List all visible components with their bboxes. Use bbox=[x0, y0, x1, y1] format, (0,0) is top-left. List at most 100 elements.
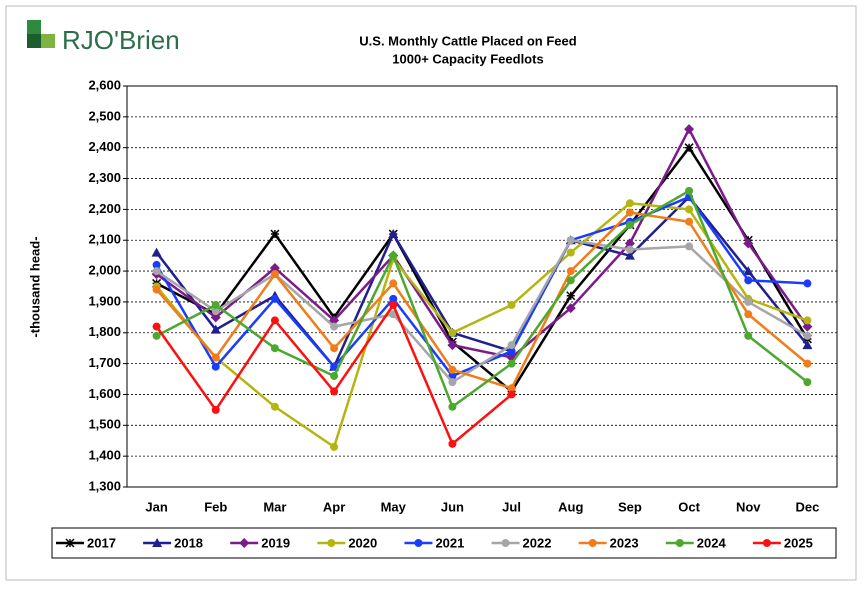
chart-title: U.S. Monthly Cattle Placed on Feed bbox=[359, 33, 576, 48]
marker bbox=[565, 303, 576, 314]
x-tick-label: Jan bbox=[145, 499, 167, 514]
legend-box bbox=[51, 527, 837, 559]
marker bbox=[448, 365, 457, 374]
marker bbox=[270, 344, 279, 353]
marker bbox=[624, 238, 635, 249]
marker bbox=[210, 312, 221, 323]
marker bbox=[803, 316, 812, 325]
legend-marker bbox=[65, 538, 75, 548]
marker bbox=[684, 143, 694, 153]
marker bbox=[625, 208, 634, 217]
marker bbox=[507, 341, 516, 350]
marker bbox=[151, 247, 162, 257]
marker bbox=[330, 387, 339, 396]
series-line bbox=[156, 145, 809, 394]
legend-marker bbox=[414, 539, 423, 547]
marker bbox=[389, 279, 398, 288]
marker bbox=[448, 439, 457, 448]
logo bbox=[27, 20, 55, 48]
marker bbox=[744, 276, 753, 285]
marker bbox=[447, 340, 458, 351]
marker bbox=[152, 331, 161, 340]
marker bbox=[625, 245, 634, 254]
marker bbox=[685, 186, 694, 195]
marker bbox=[269, 262, 280, 273]
marker bbox=[743, 238, 754, 249]
marker bbox=[566, 276, 575, 285]
x-tick-label: May bbox=[381, 499, 407, 514]
legend-marker bbox=[501, 539, 510, 547]
marker bbox=[211, 301, 220, 310]
series-line bbox=[155, 211, 809, 390]
marker bbox=[744, 331, 753, 340]
marker bbox=[152, 322, 161, 331]
marker bbox=[507, 301, 516, 310]
x-tick-label: Oct bbox=[678, 499, 700, 514]
marker bbox=[625, 199, 634, 208]
marker bbox=[803, 279, 812, 288]
series-line bbox=[156, 189, 809, 409]
marker bbox=[330, 362, 339, 371]
marker bbox=[744, 297, 753, 306]
x-tick-label: Apr bbox=[323, 499, 345, 514]
marker bbox=[211, 353, 220, 362]
logo-square bbox=[27, 20, 41, 34]
marker bbox=[803, 359, 812, 368]
y-tick-label: 1,500 bbox=[88, 417, 121, 432]
x-tick-label: Dec bbox=[795, 499, 819, 514]
x-tick-label: Jun bbox=[441, 499, 464, 514]
legend-label: 2023 bbox=[610, 535, 639, 550]
x-tick-label: Mar bbox=[263, 499, 286, 514]
marker bbox=[152, 267, 161, 276]
series-line bbox=[155, 126, 809, 359]
marker bbox=[624, 250, 635, 260]
marker bbox=[803, 378, 812, 387]
y-tick-label: 1,700 bbox=[88, 355, 121, 370]
legend-marker bbox=[762, 539, 771, 547]
y-tick-label: 2,600 bbox=[88, 77, 121, 92]
marker bbox=[448, 328, 457, 337]
marker bbox=[685, 205, 694, 214]
legend-marker bbox=[327, 539, 336, 547]
marker bbox=[270, 229, 280, 239]
logo-square bbox=[41, 34, 55, 48]
marker bbox=[507, 359, 516, 368]
legend-label: 2018 bbox=[174, 535, 203, 550]
x-tick-label: Aug bbox=[558, 499, 583, 514]
series-line bbox=[155, 238, 809, 384]
marker bbox=[330, 344, 339, 353]
marker bbox=[270, 270, 279, 279]
marker bbox=[330, 371, 339, 380]
marker bbox=[566, 291, 576, 301]
series-line bbox=[155, 201, 808, 449]
marker bbox=[211, 362, 220, 371]
legend-marker bbox=[675, 539, 684, 547]
marker bbox=[211, 405, 220, 414]
marker bbox=[152, 260, 161, 269]
marker bbox=[211, 307, 220, 316]
marker bbox=[389, 251, 398, 260]
marker bbox=[743, 266, 754, 276]
marker bbox=[685, 242, 694, 251]
marker bbox=[507, 390, 516, 399]
x-tick-label: Feb bbox=[204, 499, 227, 514]
y-tick-label: 1,400 bbox=[88, 448, 121, 463]
y-tick-label: 2,400 bbox=[88, 139, 121, 154]
marker bbox=[389, 301, 398, 310]
y-axis-label: -thousand head- bbox=[27, 236, 42, 337]
legend-label: 2021 bbox=[435, 535, 464, 550]
legend-marker bbox=[588, 539, 597, 547]
y-tick-label: 1,300 bbox=[88, 478, 121, 493]
y-tick-label: 2,300 bbox=[88, 170, 121, 185]
marker bbox=[566, 267, 575, 276]
marker bbox=[744, 310, 753, 319]
marker bbox=[685, 217, 694, 226]
brand: RJO'Brien bbox=[62, 25, 180, 55]
marker bbox=[507, 384, 516, 393]
marker bbox=[566, 236, 575, 245]
marker bbox=[270, 402, 279, 411]
y-tick-label: 2,100 bbox=[88, 232, 121, 247]
marker bbox=[803, 331, 812, 340]
